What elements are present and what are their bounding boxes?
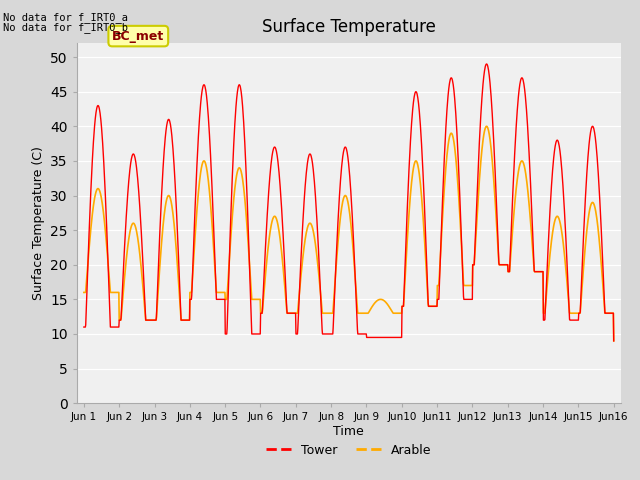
Legend: Tower, Arable: Tower, Arable bbox=[261, 439, 436, 462]
Title: Surface Temperature: Surface Temperature bbox=[262, 18, 436, 36]
X-axis label: Time: Time bbox=[333, 425, 364, 438]
Text: No data for f_IRT0_a: No data for f_IRT0_a bbox=[3, 12, 128, 23]
Text: No data for f_IRT0_b: No data for f_IRT0_b bbox=[3, 22, 128, 33]
Text: BC_met: BC_met bbox=[112, 30, 164, 43]
Y-axis label: Surface Temperature (C): Surface Temperature (C) bbox=[31, 146, 45, 300]
